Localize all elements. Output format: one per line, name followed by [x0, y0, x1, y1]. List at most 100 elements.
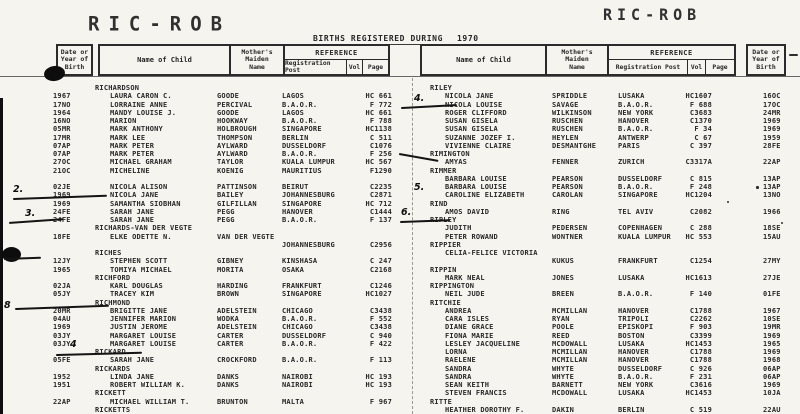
register-entry-row: 28FE VIVIENNE CLAIRE DESMANTGHE PARIS C 397 — [0, 142, 800, 151]
surname-section-row: RITCHIE — [0, 299, 800, 308]
cell-registration-post: B.A.O.R. — [282, 356, 318, 365]
cell-child-name: LAURA CARON C. — [110, 92, 172, 101]
right-register-column: RILEY 16OC NICOLA JANE SPRIDDLE LUSAKA HC1607… — [0, 84, 800, 414]
cell-maiden-name: BARNETT — [552, 381, 583, 389]
register-entry-row: 02JE NICOLA ALISON PATTINSON BEIRUT C2235 — [0, 183, 800, 192]
surname-header: RIMINGTON — [430, 150, 470, 158]
surname-header: RILEY — [430, 84, 453, 92]
cell-child-name: RAELENE — [445, 356, 476, 365]
cell-child-name: NICOLA JANE — [110, 191, 159, 200]
cell-maiden-name: GIBNEY — [217, 257, 244, 266]
cell-registration-post: B.A.O.R. — [282, 315, 318, 323]
surname-section-row: RIPPINGTON — [0, 282, 800, 291]
cell-maiden-name: AYLWARD — [217, 141, 248, 150]
cell-maiden-name: THOMPSON — [217, 133, 253, 142]
cell-maiden-name: SAVAGE — [552, 100, 579, 109]
register-entry-row: CELIA-FELICE VICTORIA — [0, 249, 800, 258]
cell-child-name: MICHELINE — [110, 166, 150, 175]
cell-date-of-birth: 03JY — [53, 339, 71, 348]
cell-vol-page: HC1453 — [685, 339, 712, 348]
cell-vol-page: C 940 — [369, 331, 392, 340]
cell-date-of-birth: 06AP — [763, 372, 781, 381]
scan-edge-line — [0, 98, 3, 414]
cell-child-name: NICOLA JANE — [445, 92, 494, 101]
cell-registration-post: CHICAGO — [282, 306, 313, 315]
register-entry-row: 15AU PETER ROWAND WONTNER KUALA LUMPUR HC 55… — [0, 233, 800, 242]
header-reference-right: REFERENCE Registration Post Vol Page — [609, 46, 734, 74]
cell-maiden-name: WHYTE — [552, 372, 575, 381]
cell-registration-post: FRANKFURT — [618, 257, 658, 266]
cell-child-name: SARAH JANE — [110, 216, 155, 224]
cell-child-name: ANDREA — [445, 306, 472, 315]
header-main-left: Name of Child Mother's Maiden Name REFER… — [98, 44, 390, 76]
ric-rob-stamp-left: RIC-ROB — [88, 12, 232, 36]
cell-date-of-birth: 24MR — [763, 108, 781, 117]
cell-child-name: CARA ISLES — [445, 315, 490, 323]
register-entry-row: 18FE ELKE ODETTE N. VAN DER VEGTE — [0, 233, 800, 242]
surname-section-row: RICKETTS — [0, 406, 800, 414]
cell-maiden-name: ADELSTEIN — [217, 323, 257, 332]
page-title-text: BIRTHS REGISTERED DURING — [313, 34, 443, 43]
cell-date-of-birth: 07AP — [53, 150, 71, 158]
cell-registration-post: OSAKA — [282, 265, 305, 274]
handwritten-number-4-right: 4. — [414, 93, 425, 104]
header-vol-left: Vol — [347, 60, 363, 74]
cell-registration-post: BERLIN — [282, 133, 309, 142]
cell-maiden-name: GILFILLAN — [217, 199, 257, 208]
cell-child-name: MARION — [110, 117, 137, 125]
cell-registration-post: SINGAPORE — [282, 125, 322, 134]
cell-child-name: SUSAN GISELA — [445, 125, 498, 134]
cell-vol-page: HC1138 — [365, 125, 392, 134]
cell-child-name: TRACEY KIM — [110, 290, 155, 299]
scan-speck — [756, 186, 759, 189]
cell-maiden-name: MCMILLAN — [552, 356, 588, 365]
cell-maiden-name: HARDING — [217, 282, 248, 290]
cell-child-name: MARK PETER — [110, 150, 155, 158]
cell-date-of-birth: 1969 — [53, 323, 71, 332]
cell-maiden-name: PEGG — [217, 216, 235, 224]
cell-maiden-name: ADELSTEIN — [217, 306, 257, 315]
cell-vol-page: F 967 — [369, 397, 392, 406]
cell-date-of-birth: 04AU — [53, 315, 71, 323]
cell-child-name: CAROLINE ELIZABETH — [445, 191, 525, 200]
cell-registration-post: B.A.O.R. — [618, 372, 654, 381]
cell-maiden-name: DANKS — [217, 372, 240, 381]
cell-registration-post: ANTWERP — [618, 133, 649, 142]
cell-vol-page: HC 193 — [365, 381, 392, 389]
cell-registration-post: NAIROBI — [282, 381, 313, 389]
cell-vol-page: HC 712 — [365, 199, 392, 208]
register-entry-row: 1969 JUSTIN JEROME ADELSTEIN CHICAGO C3438 — [0, 323, 800, 332]
cell-vol-page: F 256 — [369, 150, 392, 158]
cell-child-name: MICHAEL GRAHAM — [110, 158, 172, 167]
register-entry-row: 02JA KARL DOUGLAS HARDING FRANKFURT C1246 — [0, 282, 800, 291]
register-entry-row: 03JY MARGARET LOUISE CARTER DUSSELDORF C 940 — [0, 332, 800, 341]
scan-speck — [789, 54, 798, 56]
cell-date-of-birth: 22AP — [763, 158, 781, 167]
cell-child-name: SANDRA — [445, 372, 472, 381]
cell-date-of-birth: 07AP — [53, 141, 71, 150]
cell-vol-page: C2262 — [689, 315, 712, 323]
cell-registration-post: B.A.O.R. — [618, 183, 654, 191]
register-entry-row: 1967 ANDREA MCMILLAN HANOVER C1788 — [0, 307, 800, 316]
register-entry-row: 24MR ROGER CLIFFORD WILKINSON NEW YORK C3683 — [0, 109, 800, 118]
cell-vol-page: HC 661 — [365, 92, 392, 101]
cell-child-name: STEVEN FRANCIS — [445, 389, 507, 398]
cell-registration-post: FRANKFURT — [282, 282, 322, 290]
header-vol-right: Vol — [688, 60, 706, 74]
cell-child-name: MARGARET LOUISE — [110, 339, 177, 348]
cell-maiden-name: CAROLAN — [552, 191, 583, 200]
header-date-line3: Birth — [756, 62, 776, 71]
cell-registration-post: KUALA LUMPUR — [282, 158, 335, 167]
register-entry-row: 1951 ROBERT WILLIAM K. DANKS NAIROBI HC 193 — [0, 381, 800, 390]
cell-child-name: AMOS DAVID — [445, 207, 490, 216]
cell-date-of-birth: 1969 — [763, 331, 781, 340]
cell-maiden-name: MCDOWALL — [552, 339, 588, 348]
cell-vol-page: HC1607 — [685, 92, 712, 101]
cell-date-of-birth: 1965 — [53, 265, 71, 274]
cell-child-name: TOMIYA MICHAEL — [110, 265, 172, 274]
cell-vol-page: C1246 — [369, 282, 392, 290]
header-maiden-line3: Name — [569, 62, 585, 71]
cell-registration-post: LAGOS — [282, 108, 305, 117]
scan-speck — [781, 222, 783, 224]
surname-header: RICHARDSON — [95, 84, 140, 92]
